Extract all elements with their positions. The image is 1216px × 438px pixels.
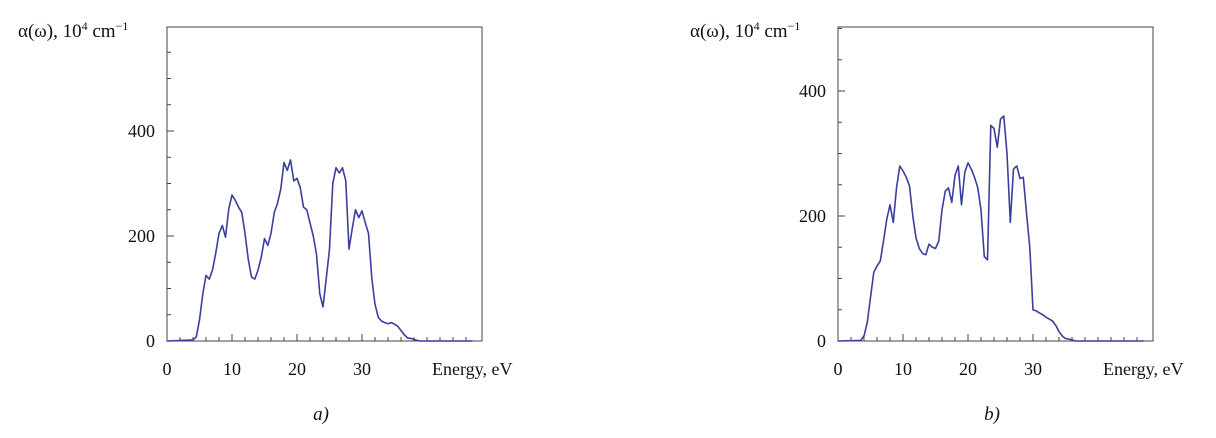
- x-tick-label: 10: [223, 359, 241, 379]
- absorption-series-line: [837, 115, 1144, 342]
- panel-label: b): [984, 404, 1000, 425]
- x-tick-label: 0: [163, 359, 172, 379]
- x-axis-label: Energy, eV: [1103, 359, 1183, 379]
- y-tick-label: 200: [128, 226, 155, 246]
- x-tick-label: 30: [353, 359, 371, 379]
- y-tick-label: 400: [128, 121, 155, 141]
- x-tick-label: 20: [288, 359, 306, 379]
- y-tick-label: 200: [799, 206, 826, 226]
- plot-frame: [837, 26, 1154, 342]
- x-tick-label: 20: [959, 359, 977, 379]
- panel-label: a): [313, 404, 329, 425]
- y-tick-label: 400: [799, 81, 826, 101]
- x-tick-label: 30: [1024, 359, 1042, 379]
- y-axis-label: α(ω), 104 cm−1: [18, 19, 128, 42]
- x-tick-label: 10: [894, 359, 912, 379]
- chart-panel-b: 0 10 20 30 0 200 400 α(ω), 104 cm−1 Energy, eV b): [690, 19, 1183, 425]
- y-tick-label: 0: [817, 331, 826, 351]
- x-tick-label: 0: [834, 359, 843, 379]
- y-tick-label: 0: [146, 331, 155, 351]
- chart-panel-a: 0 10 20 30 0 200 400 α(ω), 104 cm−1 Energy, eV a): [18, 19, 512, 425]
- absorption-series-line: [166, 159, 473, 342]
- y-axis-label: α(ω), 104 cm−1: [690, 19, 800, 42]
- x-axis-label: Energy, eV: [432, 359, 512, 379]
